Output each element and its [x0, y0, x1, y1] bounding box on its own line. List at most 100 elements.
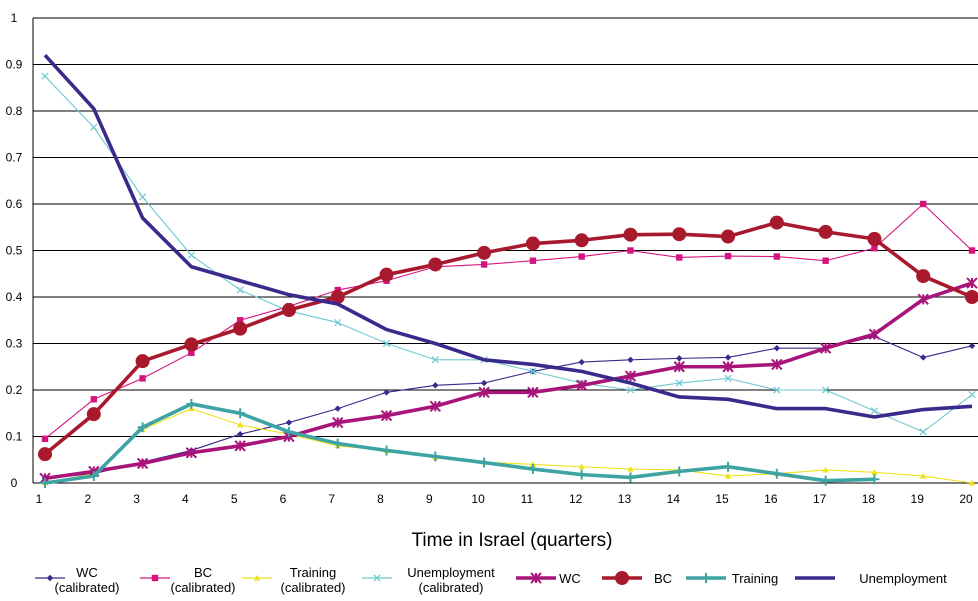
data-point — [236, 317, 244, 324]
data-point — [675, 379, 683, 387]
data-point — [383, 389, 390, 396]
y-tick-label: 0.9 — [6, 58, 23, 72]
data-point — [151, 574, 159, 582]
data-point — [477, 245, 492, 260]
series-line — [44, 75, 973, 433]
x-tick-label: 5 — [231, 492, 238, 506]
data-point — [235, 408, 246, 419]
legend-label: (calibrated) — [280, 580, 345, 595]
series-line — [44, 402, 875, 485]
legend-label: Training — [290, 565, 336, 580]
data-point — [578, 463, 585, 470]
data-point — [722, 361, 734, 373]
data-point — [529, 257, 537, 264]
data-point — [615, 571, 629, 585]
data-point — [381, 445, 392, 456]
data-point — [40, 478, 50, 488]
data-point — [818, 224, 833, 239]
data-point — [868, 328, 881, 340]
data-point — [822, 466, 829, 473]
series-line — [44, 408, 973, 484]
x-axis-label: Time in Israel (quarters) — [412, 530, 613, 551]
data-point — [771, 468, 782, 479]
data-point — [574, 233, 589, 248]
x-tick-label: 13 — [618, 492, 632, 506]
y-tick-label: 0.2 — [6, 383, 23, 397]
data-point — [673, 361, 685, 373]
data-point — [38, 447, 52, 462]
data-point — [138, 193, 147, 201]
data-point — [626, 386, 635, 394]
series-3 — [41, 72, 976, 436]
data-point — [530, 572, 542, 584]
data-point — [332, 416, 344, 429]
x-tick-label: 9 — [426, 492, 433, 506]
legend-label: (calibrated) — [418, 580, 483, 595]
legend-label: BC — [654, 571, 672, 586]
x-tick-label: 10 — [471, 492, 485, 506]
data-point — [966, 277, 978, 289]
data-point — [187, 251, 195, 259]
legend: WC(calibrated)BC(calibrated)Training(cal… — [35, 565, 947, 595]
data-point — [576, 469, 587, 480]
series-7 — [43, 53, 973, 419]
x-tick-label: 8 — [377, 492, 384, 506]
data-point — [965, 290, 978, 304]
data-point — [822, 386, 830, 394]
plot-area — [38, 53, 978, 488]
data-point — [771, 358, 783, 371]
series-line — [44, 281, 973, 481]
data-point — [233, 321, 248, 336]
x-tick-label: 4 — [182, 492, 189, 506]
legend-item: Training — [686, 571, 778, 586]
data-point — [920, 200, 927, 208]
data-point — [773, 253, 781, 260]
legend-label: WC — [559, 571, 581, 586]
x-tick-label: 3 — [133, 492, 140, 506]
data-point — [724, 252, 732, 260]
x-tick-label: 15 — [715, 492, 729, 506]
x-tick-label: 19 — [911, 492, 925, 506]
data-point — [917, 293, 929, 306]
y-tick-label: 0.8 — [6, 104, 23, 118]
data-point — [527, 464, 538, 475]
legend-label: WC — [76, 565, 98, 580]
series-line — [43, 53, 973, 419]
y-tick-label: 0.7 — [6, 151, 23, 165]
data-point — [379, 267, 394, 282]
data-point — [137, 422, 148, 433]
data-point — [623, 227, 638, 242]
data-point — [431, 356, 439, 364]
legend-item: BC — [602, 571, 672, 586]
data-point — [373, 574, 381, 582]
y-tick-label: 0.6 — [6, 197, 23, 211]
x-tick-label: 11 — [521, 492, 534, 506]
y-tick-label: 0.3 — [6, 337, 23, 351]
legend-item: WC — [516, 571, 581, 586]
data-point — [916, 269, 931, 284]
data-point — [525, 236, 540, 251]
x-tick-labels: 1 2 3 4 5 6 7 8 9 10 11 12 13 14 15 16 17 18 19 20 — [36, 492, 973, 506]
data-point — [578, 358, 585, 366]
data-point — [86, 407, 101, 422]
series-line — [44, 335, 973, 479]
data-point — [529, 367, 537, 376]
legend-item: Unemployment(calibrated) — [362, 565, 495, 595]
x-tick-label: 1 — [36, 492, 43, 506]
legend-label: BC — [194, 565, 212, 580]
data-point — [236, 286, 244, 294]
series-6 — [40, 398, 880, 488]
data-point — [968, 342, 976, 350]
data-point — [721, 229, 736, 244]
legend-item: WC(calibrated) — [35, 565, 120, 595]
data-point — [674, 466, 685, 477]
data-point — [769, 215, 784, 230]
data-point — [334, 318, 342, 327]
data-point — [820, 475, 831, 486]
series-line — [44, 203, 973, 440]
x-tick-label: 18 — [862, 492, 876, 506]
data-point — [676, 254, 683, 261]
data-point — [188, 349, 195, 356]
data-point — [627, 247, 634, 254]
